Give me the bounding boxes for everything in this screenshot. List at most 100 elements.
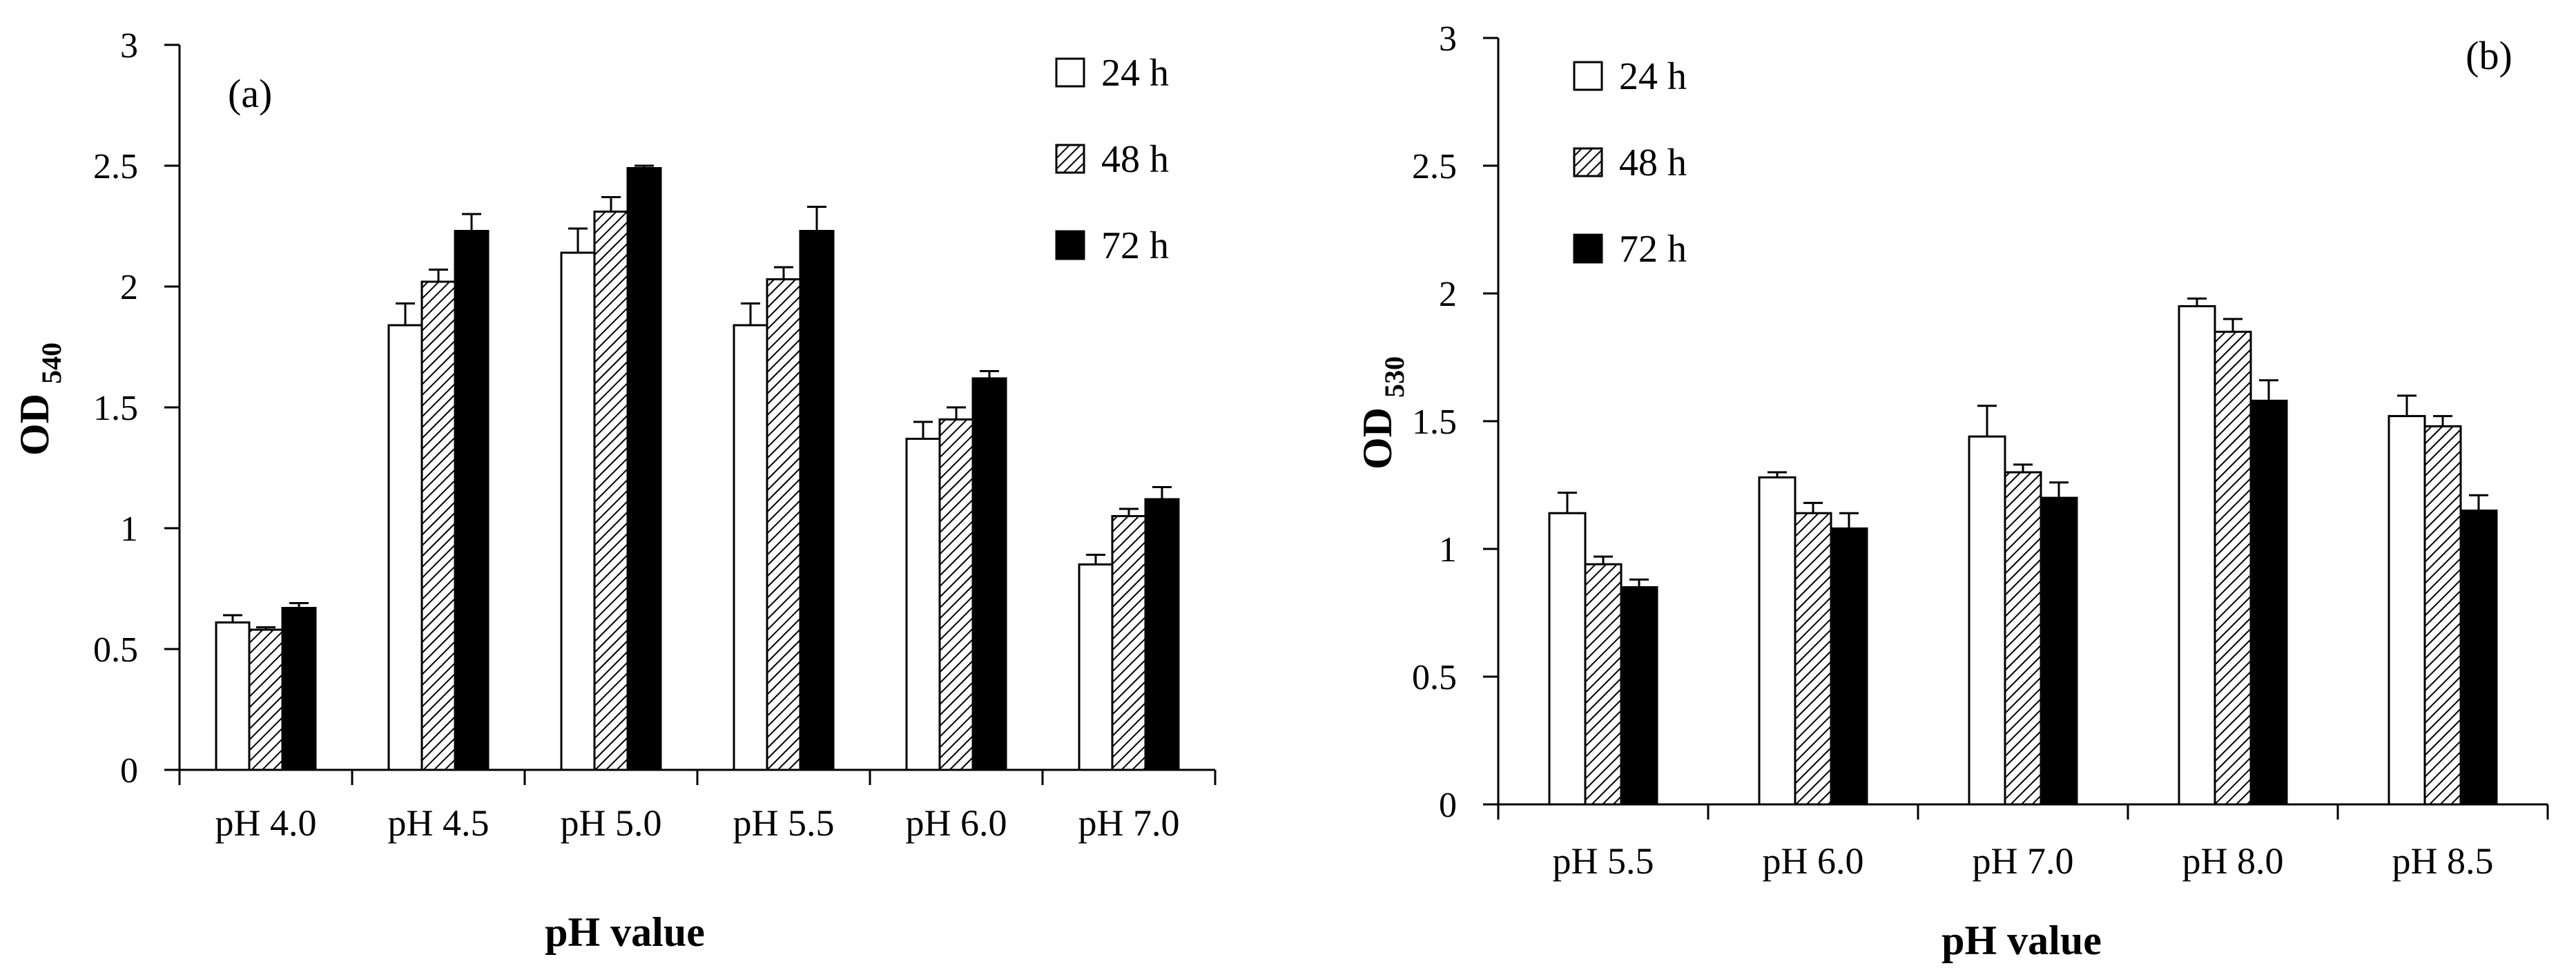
bar-48h-pH55 [1584,563,1623,806]
x-axis-title: pH value [1941,918,2102,963]
error-bar [2397,394,2417,416]
error-bar [2259,379,2278,401]
x-tick-labels: pH 5.5 pH 6.0 pH 7.0 pH 8.0 pH 8.5 [1553,840,2494,882]
bar-24h-pH70 [1968,435,2006,806]
legend-label: 48 h [1101,138,1169,181]
legend-label: 24 h [1619,55,1687,98]
bar-48h-pH55 [766,278,802,771]
bar-24h-pH70 [1078,563,1114,771]
error-bar [1594,555,1613,565]
bar-48h-pH70 [1111,515,1147,771]
y-tick-label: 3 [120,26,138,66]
error-bar [289,602,309,608]
y-axis-title: OD 530 [1355,356,1410,470]
legend-item: 72 h [1573,228,1687,271]
bars [215,164,1180,771]
legend-swatch [1573,147,1603,177]
error-bar [1558,492,1577,514]
bar-48h-pH45 [420,280,456,771]
error-bar [2013,463,2033,472]
y-axis-title-text: OD [1355,407,1400,470]
bar-24h-pH55 [1548,512,1587,806]
bar-24h-pH50 [560,251,596,771]
error-bar [2469,494,2488,511]
y-tick-label: 1 [1439,530,1457,570]
bar-72h-pH60 [1830,527,1868,806]
error-bar [913,420,933,439]
bar-72h-pH70 [1144,498,1180,771]
y-tick-label: 3 [1439,19,1457,59]
x-tick-labels: pH 4.0 pH 4.5 pH 5.0 pH 5.5 pH 6.0 pH 7.0 [215,802,1180,844]
bar-48h-pH60 [938,418,974,771]
error-bar [256,626,275,630]
axes [1497,38,2549,820]
bar-72h-pH40 [281,607,317,771]
legend-item: 24 h [1573,55,1687,98]
y-tick-label: 2 [1439,275,1457,314]
bar-24h-pH40 [215,621,251,771]
x-tick-label: pH 5.5 [733,802,835,844]
error-bar [568,227,588,253]
error-bar [2433,415,2452,427]
error-bar [1086,554,1105,565]
chart-panel-b: (b) 0 0.5 1 1.5 2 2.5 3 pH 5.5 pH 6.0 pH 7.0 pH 8… [1355,19,2549,963]
y-axis-title-text: OD [12,394,57,456]
y-tick-label: 2 [120,268,138,307]
bar-72h-pH70 [2040,496,2078,806]
y-tick-label: 1.5 [1412,403,1457,442]
bar-72h-pH60 [971,377,1007,771]
bar-48h-pH80 [2214,331,2252,806]
bar-72h-pH85 [2459,510,2498,806]
error-bar [980,370,999,378]
y-axis-title-subscript: 530 [1379,356,1410,398]
error-bar [1119,507,1139,516]
chart-panel-a: (a) 0 0.5 1 1.5 2 2.5 3 pH 4.0 pH 4.5 pH 5.0 pH 5… [12,26,1217,955]
x-tick-label: pH 5.5 [1553,840,1654,882]
x-tick-label: pH 6.0 [906,802,1007,844]
legend-item: 72 h [1055,224,1169,267]
panel-label: (a) [228,71,272,116]
bar-24h-pH60 [1758,476,1797,806]
y-axis-ticks: 0 0.5 1 1.5 2 2.5 3 [1412,19,1498,825]
bar-72h-pH80 [2249,399,2288,806]
bar-24h-pH60 [905,438,941,771]
y-axis-title: OD 540 [12,342,67,456]
legend-item: 48 h [1573,142,1687,184]
error-bar [223,614,242,623]
error-bar [462,213,481,231]
panel-label: (b) [2466,33,2512,78]
bar-24h-pH55 [733,324,768,771]
y-tick-label: 0 [120,751,138,791]
error-bar [947,406,966,420]
y-tick-label: 1 [120,510,138,549]
y-tick-label: 2.5 [93,147,138,186]
error-bar [1803,501,1823,514]
bar-48h-pH50 [593,211,629,771]
bar-72h-pH50 [626,167,662,771]
x-tick-label: pH 6.0 [1763,840,1864,882]
error-bar [1977,405,1997,437]
bar-24h-pH85 [2388,415,2426,806]
x-tick-label: pH 4.5 [388,802,490,844]
x-tick-label: pH 4.0 [215,802,317,844]
error-bar [396,302,415,325]
bar-24h-pH80 [2178,305,2216,806]
bar-72h-pH55 [1620,586,1658,806]
error-bar [429,269,448,282]
error-bar [601,196,621,212]
legend: 24 h 48 h 72 h [1573,55,1687,271]
legend-item: 48 h [1055,138,1169,181]
legend-swatch [1055,57,1085,88]
y-tick-label: 0 [1439,786,1457,825]
legend-label: 24 h [1101,52,1169,95]
error-bar [635,164,654,168]
bar-48h-pH70 [2004,471,2042,806]
x-tick-label: pH 8.5 [2392,840,2494,882]
x-tick-label: pH 7.0 [1078,802,1180,844]
legend-item: 24 h [1055,52,1169,95]
legend-label: 72 h [1101,224,1169,267]
bar-72h-pH55 [799,230,835,771]
x-axis-title: pH value [545,909,705,955]
